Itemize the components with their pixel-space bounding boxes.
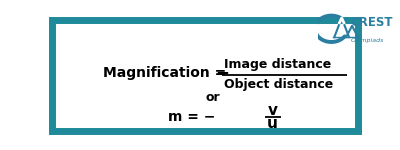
Text: m = −: m = − — [168, 110, 215, 124]
Text: Object distance: Object distance — [224, 78, 334, 92]
Text: Olympiads: Olympiads — [350, 38, 384, 43]
Text: −: − — [215, 63, 229, 81]
Text: CREST: CREST — [350, 16, 393, 29]
Text: Magnification =: Magnification = — [103, 66, 231, 80]
Text: v: v — [268, 103, 278, 118]
Text: u: u — [267, 116, 278, 131]
Text: Image distance: Image distance — [224, 58, 332, 71]
Text: or: or — [205, 91, 220, 104]
